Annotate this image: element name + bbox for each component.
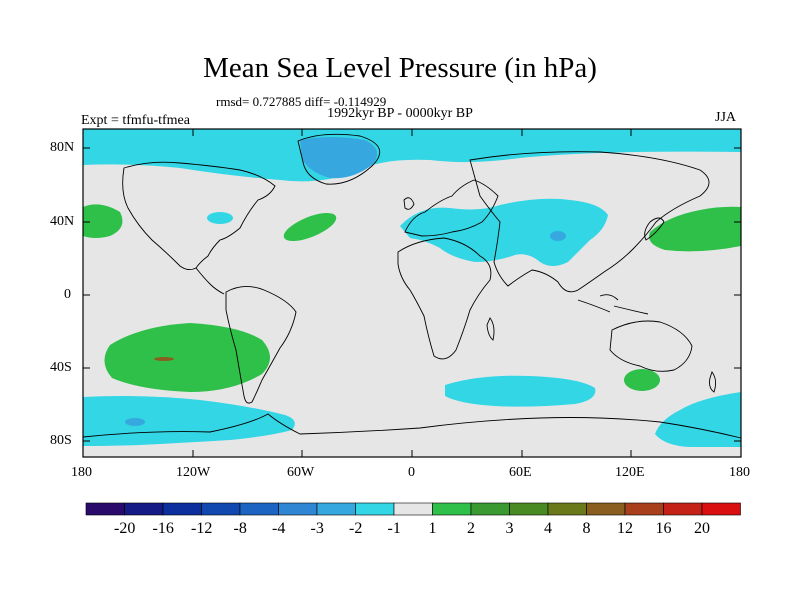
colorbar-label: 12 — [617, 520, 633, 537]
coast-antarctica — [82, 413, 742, 439]
coast-south-america — [225, 286, 297, 404]
colorbar-label: 8 — [582, 520, 591, 537]
field-southern-ocean-negative — [83, 396, 295, 446]
field-atlantic-positive — [283, 213, 337, 241]
season-label: JJA — [715, 110, 737, 125]
colorbar-swatch — [624, 502, 664, 516]
colorbar-swatch — [162, 502, 202, 516]
colorbar-swatch — [509, 502, 549, 516]
colorbar-label: -8 — [233, 520, 247, 537]
field-australia-south-positive — [624, 369, 660, 391]
period-label: 1992kyr BP - 0000kyr BP — [327, 106, 473, 121]
coast-north-america — [122, 161, 276, 271]
colorbar-swatch — [547, 502, 587, 516]
coast-greenland — [297, 133, 381, 185]
field-south-pacific-positive — [104, 323, 270, 392]
coast-madagascar — [486, 317, 495, 341]
lon-label-0: 0 — [408, 465, 415, 480]
colorbar-label: -16 — [152, 520, 174, 537]
colorbar-label: -12 — [191, 520, 213, 537]
colorbar-swatch — [393, 502, 433, 516]
colorbar-label: 4 — [544, 520, 552, 537]
field-eurasia-negative — [400, 198, 608, 266]
colorbar-swatch — [663, 502, 703, 516]
colorbar-swatch — [239, 502, 279, 516]
field-southern-ocean-core — [125, 418, 145, 426]
coast-new-zealand — [709, 371, 717, 393]
colorbar-swatch — [470, 502, 510, 516]
lon-label-180w: 180 — [71, 465, 92, 480]
coast-europe — [404, 179, 499, 237]
colorbar-swatch — [316, 502, 356, 516]
colorbar-label: 20 — [694, 520, 710, 537]
lon-label-60w: 60W — [287, 465, 315, 480]
colorbar-swatch — [124, 502, 164, 516]
colorbar-label: -2 — [349, 520, 363, 537]
axis-ticks — [83, 129, 741, 457]
colorbar-label: 1 — [428, 520, 437, 537]
lon-label-120w: 120W — [176, 465, 211, 480]
lat-label-80n: 80N — [50, 140, 75, 155]
lat-label-40n: 40N — [50, 214, 75, 229]
colorbar-label: -4 — [272, 520, 286, 537]
stats-text: rmsd= 0.727885 diff= -0.114929 — [216, 94, 387, 109]
colorbar-label: -1 — [387, 520, 401, 537]
coastlines — [82, 133, 742, 439]
colorbar-swatch — [201, 502, 241, 516]
colorbar-label: 2 — [467, 520, 475, 537]
coast-central-america — [195, 267, 225, 295]
field-pacific-west-positive — [83, 204, 123, 238]
lat-label-80s: 80S — [50, 433, 72, 448]
colorbar-swatch — [432, 502, 472, 516]
lat-label-40s: 40S — [50, 360, 72, 375]
coast-british-isles — [403, 197, 415, 210]
colorbar-swatch — [85, 502, 125, 516]
coast-asia — [469, 151, 710, 293]
field-greenland-negative — [300, 137, 378, 179]
coast-japan — [644, 217, 665, 241]
coast-indonesia — [577, 294, 649, 315]
colorbar-label: 3 — [505, 520, 514, 537]
coast-africa — [397, 237, 492, 360]
colorbar-swatch — [586, 502, 626, 516]
colorbar-swatch — [278, 502, 318, 516]
colorbar-label: 16 — [655, 520, 672, 537]
lon-label-60e: 60E — [509, 465, 532, 480]
lon-label-120e: 120E — [615, 465, 645, 480]
colorbar-label: -20 — [114, 520, 136, 537]
lon-label-180e: 180 — [729, 465, 750, 480]
field-asia-core — [550, 231, 566, 241]
field-canada-negative — [207, 212, 233, 224]
field-south-pacific-core — [154, 357, 174, 361]
colorbar-label: -3 — [310, 520, 324, 537]
field-arctic-negative — [83, 129, 741, 182]
colorbar-swatch — [701, 502, 741, 516]
colorbar — [85, 502, 741, 516]
colorbar-swatch — [355, 502, 395, 516]
field-pacific-east-positive — [649, 206, 741, 252]
experiment-label: Expt = tfmfu-tfmea — [81, 113, 190, 128]
coast-australia — [609, 320, 693, 372]
field-south-indian-negative — [445, 375, 596, 407]
lat-label-0: 0 — [64, 287, 71, 302]
page-title: Mean Sea Level Pressure (in hPa) — [203, 52, 597, 84]
